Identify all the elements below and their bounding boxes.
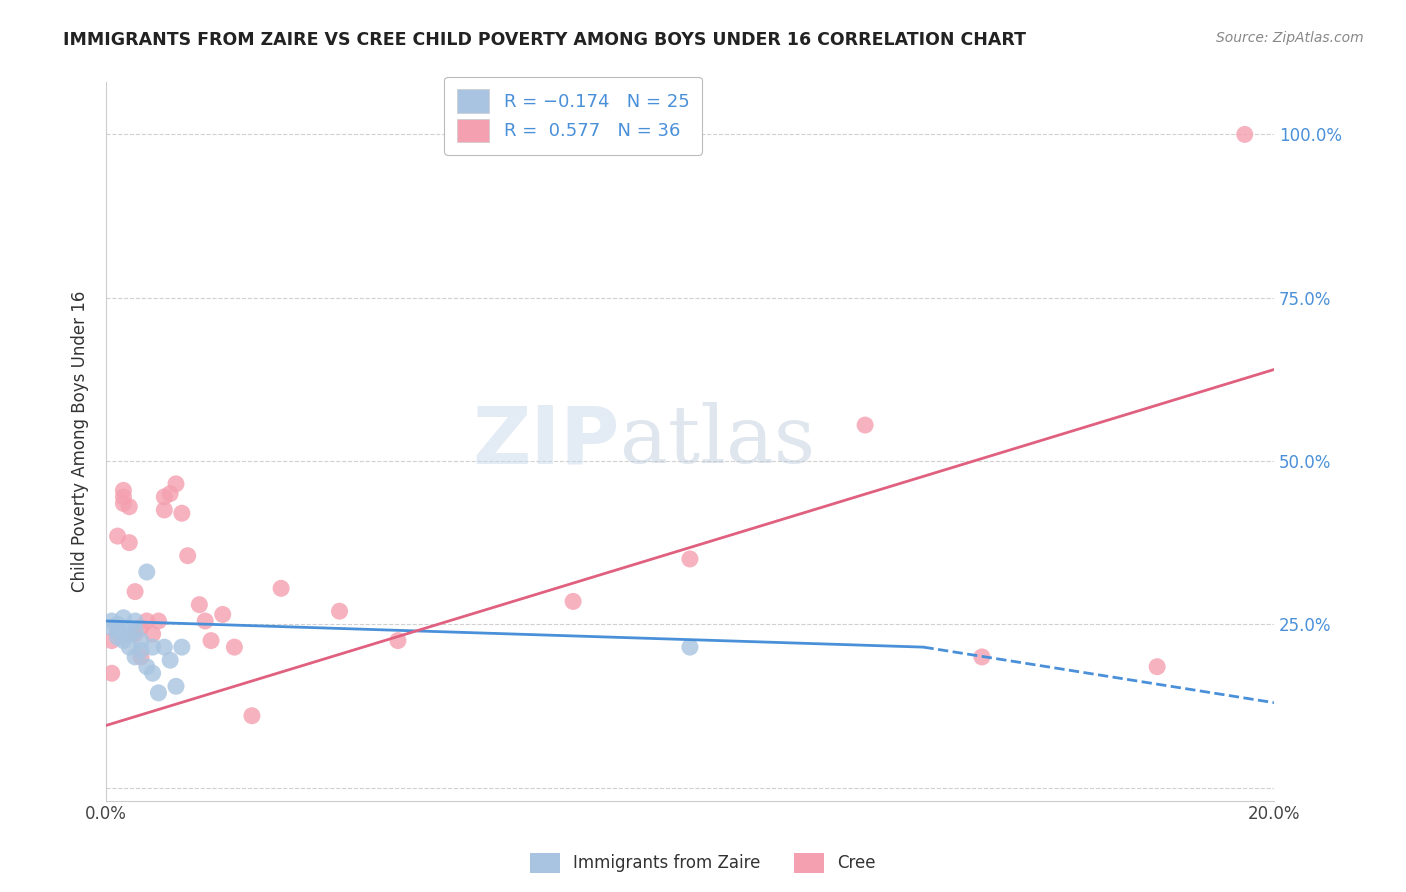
Point	[387, 633, 409, 648]
Point	[170, 640, 193, 654]
Legend: Immigrants from Zaire, Cree: Immigrants from Zaire, Cree	[523, 847, 883, 880]
Point	[129, 621, 152, 635]
Point	[124, 584, 146, 599]
Y-axis label: Child Poverty Among Boys Under 16: Child Poverty Among Boys Under 16	[72, 291, 89, 592]
Point	[176, 549, 198, 563]
Point	[188, 598, 211, 612]
Point	[100, 614, 122, 628]
Point	[112, 490, 135, 504]
Point	[107, 630, 129, 644]
Point	[124, 624, 146, 638]
Point	[129, 649, 152, 664]
Point	[194, 614, 217, 628]
Point	[159, 486, 181, 500]
Text: Source: ZipAtlas.com: Source: ZipAtlas.com	[1216, 31, 1364, 45]
Point	[112, 621, 135, 635]
Point	[1233, 128, 1256, 142]
Point	[118, 627, 141, 641]
Point	[148, 614, 170, 628]
Point	[970, 649, 993, 664]
Point	[118, 500, 141, 514]
Point	[107, 529, 129, 543]
Point	[165, 476, 187, 491]
Point	[100, 621, 122, 635]
Point	[129, 633, 152, 648]
Point	[853, 418, 876, 433]
Point	[142, 627, 165, 641]
Point	[159, 653, 181, 667]
Point	[100, 666, 122, 681]
Point	[562, 594, 585, 608]
Point	[165, 679, 187, 693]
Point	[170, 506, 193, 520]
Point	[200, 633, 222, 648]
Point	[142, 666, 165, 681]
Point	[118, 640, 141, 654]
Point	[153, 640, 176, 654]
Point	[148, 686, 170, 700]
Point	[142, 640, 165, 654]
Point	[679, 640, 702, 654]
Point	[112, 496, 135, 510]
Point	[112, 611, 135, 625]
Text: IMMIGRANTS FROM ZAIRE VS CREE CHILD POVERTY AMONG BOYS UNDER 16 CORRELATION CHAR: IMMIGRANTS FROM ZAIRE VS CREE CHILD POVE…	[63, 31, 1026, 49]
Point	[270, 582, 292, 596]
Text: atlas: atlas	[620, 402, 815, 481]
Point	[112, 483, 135, 498]
Point	[153, 490, 176, 504]
Point	[112, 633, 135, 648]
Point	[118, 535, 141, 549]
Point	[124, 627, 146, 641]
Legend: R = −0.174   N = 25, R =  0.577   N = 36: R = −0.174 N = 25, R = 0.577 N = 36	[444, 77, 702, 155]
Point	[100, 633, 122, 648]
Point	[135, 659, 157, 673]
Point	[135, 614, 157, 628]
Point	[153, 503, 176, 517]
Text: ZIP: ZIP	[472, 402, 620, 481]
Point	[129, 643, 152, 657]
Point	[224, 640, 246, 654]
Point	[124, 614, 146, 628]
Point	[679, 552, 702, 566]
Point	[135, 565, 157, 579]
Point	[1146, 659, 1168, 673]
Point	[328, 604, 350, 618]
Point	[107, 617, 129, 632]
Point	[124, 649, 146, 664]
Point	[107, 624, 129, 638]
Point	[211, 607, 233, 622]
Point	[240, 708, 263, 723]
